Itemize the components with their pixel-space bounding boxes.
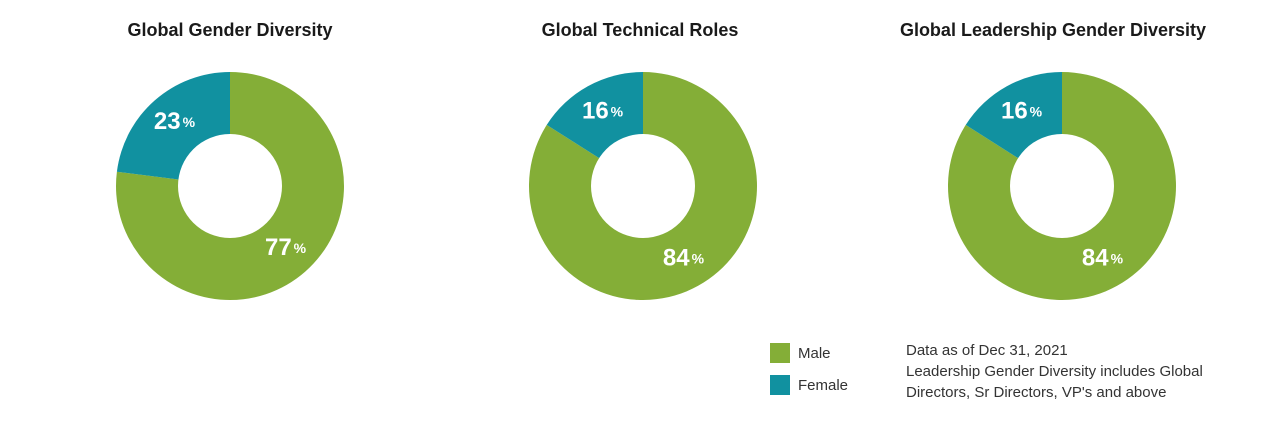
note-line-scope: Leadership Gender Diversity includes Glo… bbox=[906, 363, 1203, 380]
donut-hole bbox=[178, 134, 282, 238]
legend-label-male: Male bbox=[798, 344, 831, 362]
chart-title-leadership-diversity: Global Leadership Gender Diversity bbox=[899, 20, 1207, 40]
donut-chart-leadership-diversity: 84 % 16% bbox=[948, 72, 1176, 300]
data-note: Data as of Dec 31, 2021 Leadership Gende… bbox=[906, 340, 1266, 403]
legend-item-male: Male bbox=[770, 342, 848, 364]
chart-title-technical-roles: Global Technical Roles bbox=[541, 20, 739, 40]
legend-swatch-male bbox=[770, 343, 790, 363]
chart-legend: Male Female bbox=[770, 342, 848, 406]
data-label-male: 84% bbox=[663, 245, 705, 272]
legend-swatch-female bbox=[770, 375, 790, 395]
note-line-date: Data as of Dec 31, 2021 bbox=[906, 342, 1068, 359]
note-line-roles: Directors, Sr Directors, VP's and above bbox=[906, 384, 1167, 401]
data-label-female: 23% bbox=[154, 108, 196, 135]
data-label-male: 77% bbox=[265, 234, 307, 261]
data-label-female: 16% bbox=[582, 98, 624, 125]
donut-chart-gender-diversity: 77 % 23% bbox=[116, 72, 344, 300]
chart-title-gender-diversity: Global Gender Diversity bbox=[127, 20, 333, 40]
donut-hole bbox=[591, 134, 695, 238]
data-label-female: 16% bbox=[1001, 98, 1043, 125]
legend-item-female: Female bbox=[770, 374, 848, 396]
data-label-male: 84% bbox=[1082, 245, 1124, 272]
legend-label-female: Female bbox=[798, 376, 849, 394]
donut-chart-technical-roles: 84 % 16% bbox=[529, 72, 757, 300]
donut-hole bbox=[1010, 134, 1114, 238]
